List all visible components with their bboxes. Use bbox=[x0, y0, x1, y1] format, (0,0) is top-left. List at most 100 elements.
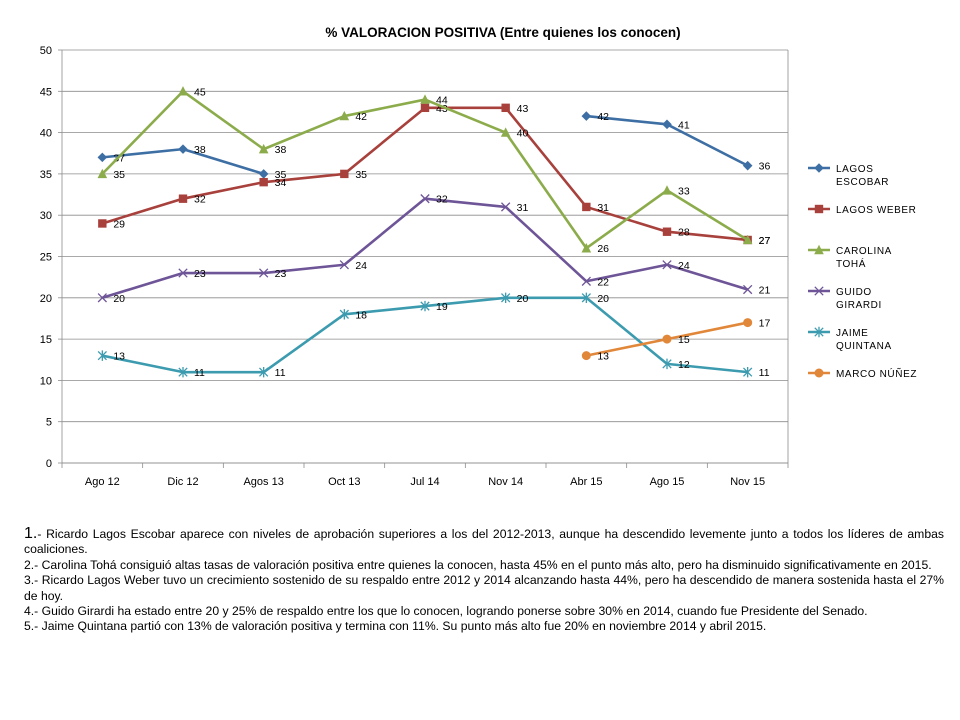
x-tick-label: Nov 14 bbox=[488, 476, 523, 488]
legend-item: GUIDO GIRARDI bbox=[808, 286, 882, 311]
legend-label-line: GUIDO bbox=[836, 287, 872, 298]
legend-label: JAIME QUINTANA bbox=[836, 328, 892, 352]
y-tick-label: 35 bbox=[40, 169, 52, 181]
data-label: 11 bbox=[275, 367, 286, 379]
legend-label-line: JAIME bbox=[836, 328, 868, 339]
data-point bbox=[259, 177, 268, 187]
data-label: 20 bbox=[517, 293, 529, 305]
data-point bbox=[501, 103, 510, 113]
y-tick-label: 15 bbox=[40, 334, 52, 346]
x-tick-label: Agos 13 bbox=[243, 476, 283, 488]
data-point bbox=[97, 152, 108, 163]
line-chart: % VALORACION POSITIVA (Entre quienes los… bbox=[40, 25, 917, 488]
y-tick-label: 50 bbox=[40, 45, 52, 57]
x-tick-label: Dic 12 bbox=[167, 476, 198, 488]
series-line bbox=[101, 90, 749, 250]
legend-label-line: QUINTANA bbox=[836, 341, 892, 352]
data-label: 28 bbox=[678, 227, 690, 239]
data-point bbox=[501, 292, 511, 303]
legend-item: CAROLINA TOHÁ bbox=[808, 244, 891, 270]
legend-item: MARCO NÚÑEZ bbox=[808, 367, 917, 380]
y-tick-label: 20 bbox=[40, 293, 52, 305]
data-label: 26 bbox=[597, 243, 609, 255]
x-axis-ticks: Ago 12 Dic 12 Agos 13 Oct 13 Jul 14 Nov 14 Abr… bbox=[61, 463, 789, 488]
data-label: 24 bbox=[678, 260, 690, 272]
x-tick-label: Jul 14 bbox=[410, 476, 439, 488]
series-line bbox=[101, 197, 749, 300]
data-label: 31 bbox=[597, 202, 609, 214]
legend-swatch-marker bbox=[814, 286, 824, 296]
data-point bbox=[340, 169, 349, 179]
data-point bbox=[339, 309, 349, 320]
data-label: 29 bbox=[113, 218, 125, 230]
legend-label-line: LAGOS WEBER bbox=[836, 205, 917, 216]
note-1: 1.- Ricardo Lagos Escobar aparece con ni… bbox=[24, 526, 944, 558]
gridlines bbox=[62, 49, 788, 464]
data-label: 42 bbox=[355, 111, 367, 123]
data-point bbox=[178, 86, 188, 96]
series-carolina-toh-: 35 45 38 42 44 40 26 33 27 bbox=[97, 86, 771, 255]
data-label: 22 bbox=[597, 276, 609, 288]
data-point bbox=[581, 276, 591, 286]
legend-label-line: LAGOS bbox=[836, 164, 873, 175]
data-point bbox=[178, 366, 188, 378]
data-label: 35 bbox=[275, 169, 287, 181]
note-2: 2.- Carolina Tohá consiguió altas tasas … bbox=[24, 557, 932, 572]
data-point bbox=[743, 366, 753, 378]
notes: 1.- Ricardo Lagos Escobar aparece con ni… bbox=[24, 526, 944, 635]
data-label: 27 bbox=[759, 235, 771, 247]
data-label: 12 bbox=[678, 359, 690, 371]
legend-item: LAGOS WEBER bbox=[808, 204, 917, 216]
data-point bbox=[581, 243, 592, 253]
data-point bbox=[178, 144, 188, 154]
data-point bbox=[98, 219, 107, 228]
data-label: 20 bbox=[597, 293, 609, 305]
y-tick-label: 25 bbox=[40, 252, 52, 264]
data-label: 27 bbox=[759, 235, 771, 247]
data-point bbox=[259, 366, 269, 378]
data-point bbox=[97, 293, 107, 303]
data-label: 45 bbox=[194, 86, 206, 98]
data-point bbox=[420, 194, 430, 204]
legend-swatch-marker bbox=[814, 244, 824, 255]
legend-label-line: ESCOBAR bbox=[836, 177, 889, 188]
legend-label: MARCO NÚÑEZ bbox=[836, 367, 917, 380]
data-point bbox=[97, 350, 107, 361]
legend-label-line: GIRARDI bbox=[836, 300, 882, 311]
data-label: 15 bbox=[678, 334, 690, 346]
data-label: 21 bbox=[759, 285, 771, 297]
data-point bbox=[420, 94, 430, 104]
data-label: 19 bbox=[436, 301, 448, 313]
note-4: 4.- Guido Girardi ha estado entre 20 y 2… bbox=[24, 604, 868, 619]
data-label: 42 bbox=[597, 111, 609, 123]
data-label: 32 bbox=[436, 194, 448, 206]
legend-swatch-marker bbox=[814, 326, 824, 338]
data-label: 34 bbox=[275, 177, 287, 189]
data-label: 13 bbox=[597, 351, 609, 363]
data-label: 18 bbox=[355, 309, 367, 321]
data-point bbox=[662, 358, 672, 370]
y-tick-label: 5 bbox=[46, 417, 52, 429]
data-point bbox=[339, 110, 350, 121]
data-label: 23 bbox=[194, 268, 206, 280]
data-point bbox=[178, 268, 188, 278]
x-tick-label: Oct 13 bbox=[328, 476, 360, 488]
y-tick-label: 45 bbox=[40, 86, 52, 98]
chart-title: % VALORACION POSITIVA (Entre quienes los… bbox=[325, 25, 680, 40]
y-tick-label: 30 bbox=[40, 210, 52, 222]
data-label: 43 bbox=[517, 103, 529, 115]
legend-item: LAGOS ESCOBAR bbox=[808, 163, 889, 188]
data-label: 13 bbox=[113, 351, 125, 363]
y-tick-label: 40 bbox=[40, 128, 52, 140]
data-label: 38 bbox=[194, 144, 206, 156]
data-point bbox=[581, 351, 591, 361]
data-point bbox=[501, 202, 511, 212]
data-point bbox=[662, 119, 672, 130]
data-point bbox=[581, 111, 592, 121]
legend-swatch-marker bbox=[814, 204, 824, 214]
data-point bbox=[742, 234, 753, 245]
note-5: 5.- Jaime Quintana partió con 13% de val… bbox=[24, 619, 767, 634]
data-label: 31 bbox=[517, 202, 529, 214]
